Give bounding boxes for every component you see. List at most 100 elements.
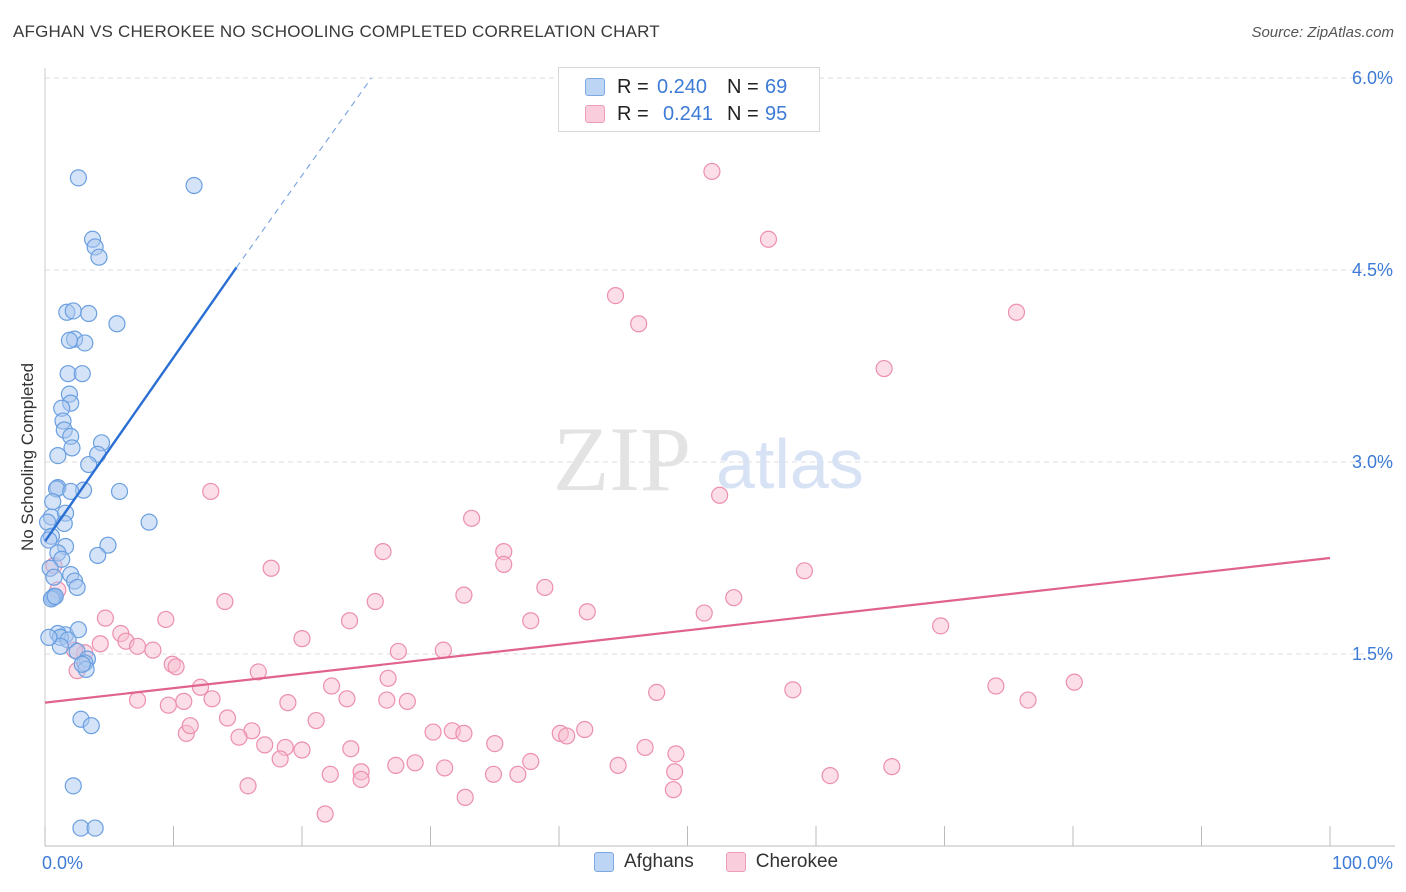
afghans-point [73, 365, 91, 383]
cherokee-point [703, 162, 721, 181]
cherokee-point [157, 610, 175, 629]
afghans-point [140, 513, 158, 531]
x-tick-label: 100.0% [1332, 853, 1393, 873]
cherokee-point [486, 734, 504, 753]
correlation-legend: R = 0.240 N = 69 R = 0.241 N = 95 [558, 67, 820, 132]
y-axis-label: No Schooling Completed [18, 363, 37, 551]
cherokee-point [307, 711, 325, 730]
y-tick-label: 6.0% [1352, 68, 1393, 88]
cherokee-point [1065, 673, 1083, 691]
n-label: N = [727, 102, 759, 125]
cherokee-point [875, 359, 893, 378]
cherokee-point [484, 765, 503, 783]
cherokee-point [987, 677, 1005, 695]
cherokee-point [181, 717, 199, 735]
afghans-point [86, 819, 104, 837]
cherokee-point [230, 728, 248, 746]
axes [44, 68, 1395, 847]
n-value: 95 [765, 102, 788, 125]
x-tick-label: 0.0% [42, 853, 83, 873]
cherokee-point [144, 641, 162, 659]
afghans-point [76, 334, 94, 352]
cherokee-point [932, 617, 950, 635]
afghans-swatch [585, 78, 605, 96]
afghans-point [53, 550, 71, 568]
cherokee-point [667, 745, 685, 763]
cherokee-point [522, 612, 540, 630]
afghans-point [40, 531, 58, 549]
legend-item-afghans[interactable]: Afghans [594, 851, 694, 873]
cherokee-point [322, 677, 341, 695]
cherokee-point [636, 738, 654, 757]
cherokee-point [821, 766, 839, 785]
afghans-point [69, 621, 88, 639]
legend-item-cherokee[interactable]: Cherokee [725, 851, 839, 873]
r-label: R = [617, 102, 649, 125]
cherokee-point [576, 720, 594, 739]
cherokee-point [216, 592, 234, 611]
cherokee-point [495, 555, 513, 574]
cherokee-point [666, 763, 684, 781]
cherokee-point [883, 758, 901, 776]
afghans-point [108, 315, 126, 333]
afghans-swatch [594, 852, 614, 872]
cherokee-point [630, 315, 648, 333]
afghans-point [90, 248, 108, 266]
y-tick-labels: 1.5% 3.0% 4.5% 6.0% [1352, 68, 1393, 664]
cherokee-point [759, 230, 778, 248]
cherokee-point [784, 681, 802, 699]
cherokee-point [218, 709, 237, 727]
y-tick-label: 1.5% [1352, 644, 1393, 664]
legend-row-cherokee: R = 0.241 N = 95 [585, 101, 787, 127]
y-tick-label: 4.5% [1352, 260, 1393, 280]
cherokee-point [340, 612, 359, 630]
afghans-trend-line [44, 266, 238, 543]
cherokee-point [128, 691, 147, 709]
cherokee-point [434, 641, 452, 659]
cherokee-point [167, 658, 185, 676]
cherokee-point [609, 756, 627, 774]
afghans-point [69, 169, 88, 187]
gridlines [45, 77, 1395, 655]
afghans-point [46, 587, 64, 606]
trend-lines [44, 77, 1331, 704]
cherokee-point [456, 788, 474, 806]
cherokee-label: Cherokee [755, 851, 839, 872]
afghans-point [80, 455, 98, 474]
cherokee-trend-line [44, 556, 1331, 704]
cherokee-point [1019, 691, 1037, 709]
afghans-point [82, 717, 100, 735]
cherokee-point [711, 486, 729, 504]
cherokee-point [293, 630, 311, 648]
cherokee-point [96, 609, 114, 627]
afghans-point [64, 777, 82, 795]
cherokee-point [398, 692, 416, 710]
afghans-points [38, 169, 203, 837]
r-value: 0.241 [663, 102, 714, 125]
cherokee-point [128, 637, 147, 655]
source-credit: Source: ZipAtlas.com [1251, 24, 1394, 41]
r-label: R = [617, 75, 649, 98]
n-value: 69 [765, 75, 788, 98]
cherokee-point [536, 578, 554, 597]
chart-title: AFGHAN VS CHEROKEE NO SCHOOLING COMPLETE… [13, 22, 660, 41]
cherokee-point [279, 694, 297, 712]
cherokee-point [249, 663, 267, 681]
cherokee-point [352, 770, 370, 789]
cherokee-point [203, 690, 221, 708]
cherokee-point [387, 756, 405, 774]
cherokee-point [374, 542, 392, 561]
legend-row-afghans: R = 0.240 N = 69 [585, 74, 787, 100]
afghans-point [44, 493, 62, 511]
cherokee-point [262, 559, 280, 577]
cherokee-point [522, 752, 540, 771]
cherokee-point [316, 805, 334, 823]
y-tick-label: 3.0% [1352, 452, 1393, 472]
afghans-point [99, 536, 117, 554]
afghans-point [64, 302, 82, 320]
cherokee-point [239, 777, 257, 795]
cherokee-point [91, 635, 109, 653]
cherokee-point [389, 642, 407, 661]
afghans-point [185, 176, 203, 195]
